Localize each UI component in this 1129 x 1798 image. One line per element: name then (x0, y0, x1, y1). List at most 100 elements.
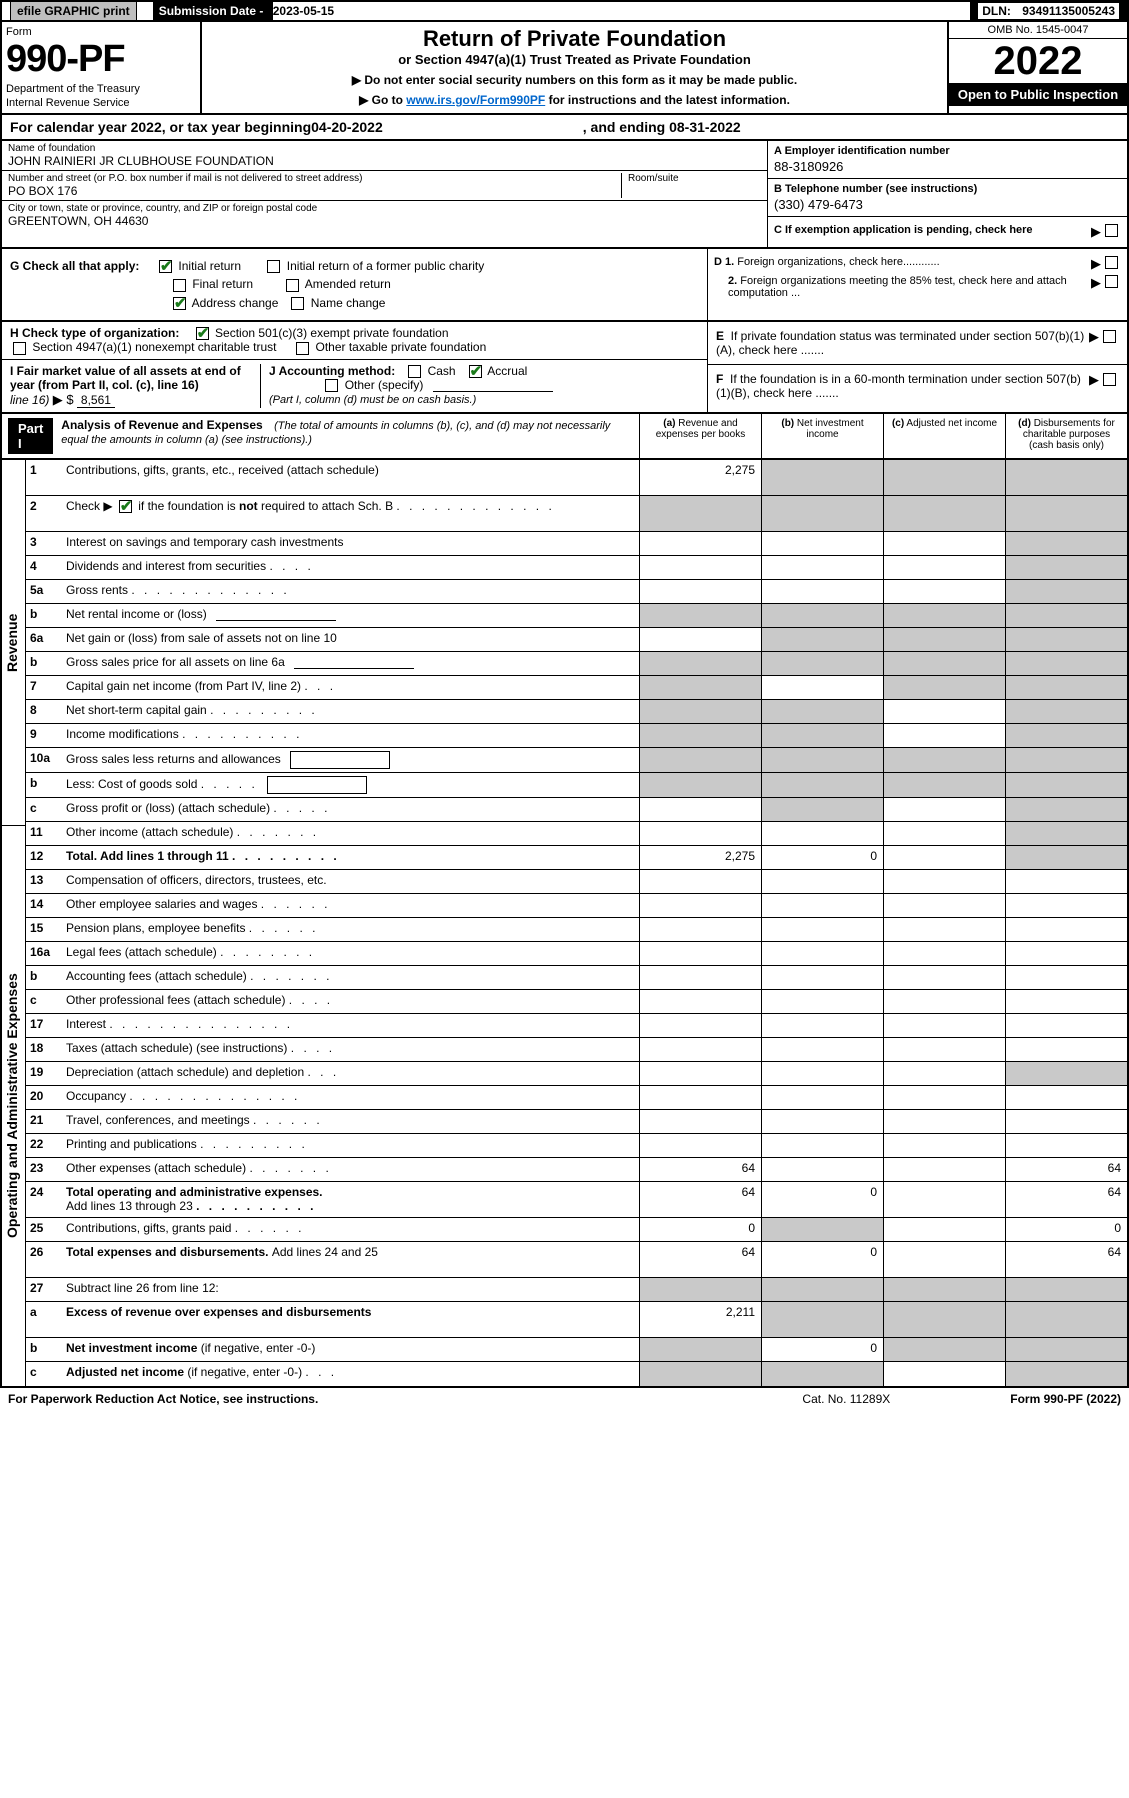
ein-label: A Employer identification number (774, 145, 1121, 157)
part1-label: Part I (8, 418, 53, 454)
line-22: 22Printing and publications . . . . . . … (26, 1134, 1127, 1158)
street-label: Number and street (or P.O. box number if… (8, 173, 621, 184)
line-3: 3Interest on savings and temporary cash … (26, 532, 1127, 556)
submission-date: 2023-05-15 (273, 4, 334, 18)
line-27b: bNet investment income (if negative, ent… (26, 1338, 1127, 1362)
line-14: 14Other employee salaries and wages . . … (26, 894, 1127, 918)
line-27: 27Subtract line 26 from line 12: (26, 1278, 1127, 1302)
line-13: 13Compensation of officers, directors, t… (26, 870, 1127, 894)
c-exemption-label: C If exemption application is pending, c… (774, 224, 1091, 236)
line-5b: bNet rental income or (loss) (26, 604, 1127, 628)
line-21: 21Travel, conferences, and meetings . . … (26, 1110, 1127, 1134)
paperwork-notice: For Paperwork Reduction Act Notice, see … (8, 1392, 318, 1406)
irs-label: Internal Revenue Service (6, 97, 196, 109)
dln-box: DLN: 93491135005243 (970, 2, 1127, 20)
line-6b: bGross sales price for all assets on lin… (26, 652, 1127, 676)
initial-return-checkbox[interactable] (159, 260, 172, 273)
hij-section: H Check type of organization: Section 50… (0, 322, 1129, 414)
line-9: 9Income modifications . . . . . . . . . … (26, 724, 1127, 748)
irs-link[interactable]: www.irs.gov/Form990PF (406, 93, 545, 107)
line-10b: bLess: Cost of goods sold . . . . . (26, 773, 1127, 798)
col-c-header: (c) Adjusted net income (883, 414, 1005, 458)
j-label: J Accounting method: (269, 364, 395, 378)
expenses-sidebar: Operating and Administrative Expenses (2, 826, 25, 1386)
form-subtitle: or Section 4947(a)(1) Trust Treated as P… (212, 52, 937, 67)
h-other-taxable-checkbox[interactable] (296, 342, 309, 355)
i-label: I Fair market value of all assets at end… (10, 364, 241, 392)
line-16b: bAccounting fees (attach schedule) . . .… (26, 966, 1127, 990)
line-10a: 10aGross sales less returns and allowanc… (26, 748, 1127, 773)
col-d-header: (d) Disbursements for charitable purpose… (1005, 414, 1127, 458)
j-other-checkbox[interactable] (325, 379, 338, 392)
form-footer-number: Form 990-PF (2022) (1010, 1392, 1121, 1406)
line-11: 11Other income (attach schedule) . . . .… (26, 822, 1127, 846)
f-label: F If the foundation is in a 60-month ter… (716, 372, 1089, 400)
line-15: 15Pension plans, employee benefits . . .… (26, 918, 1127, 942)
city-value: GREENTOWN, OH 44630 (8, 214, 761, 228)
line2-checkbox[interactable] (119, 500, 132, 513)
info-block: Name of foundation JOHN RAINIERI JR CLUB… (0, 141, 1129, 249)
calendar-year-row: For calendar year 2022, or tax year begi… (0, 115, 1129, 141)
line-19: 19Depreciation (attach schedule) and dep… (26, 1062, 1127, 1086)
instruction-2: ▶ Go to www.irs.gov/Form990PF for instru… (212, 93, 937, 107)
line-26: 26Total expenses and disbursements. Add … (26, 1242, 1127, 1278)
d2-label: 2. Foreign organizations meeting the 85%… (714, 275, 1091, 299)
h-label: H Check type of organization: (10, 326, 179, 340)
d1-checkbox[interactable] (1105, 256, 1118, 269)
form-header: Form 990-PF Department of the Treasury I… (0, 22, 1129, 115)
line-8: 8Net short-term capital gain . . . . . .… (26, 700, 1127, 724)
d1-label: D 1. Foreign organizations, check here..… (714, 256, 1091, 268)
line-16a: 16aLegal fees (attach schedule) . . . . … (26, 942, 1127, 966)
i-fair-market-value: 8,561 (77, 393, 115, 408)
omb-number: OMB No. 1545-0047 (949, 22, 1127, 39)
amended-checkbox[interactable] (286, 279, 299, 292)
line-25: 25Contributions, gifts, grants paid . . … (26, 1218, 1127, 1242)
form-title: Return of Private Foundation (212, 26, 937, 52)
final-return-checkbox[interactable] (173, 279, 186, 292)
d2-checkbox[interactable] (1105, 275, 1118, 288)
line-5a: 5aGross rents . . . . . . . . . . . . . (26, 580, 1127, 604)
col-a-header: (a) Revenue and expenses per books (639, 414, 761, 458)
j-note: (Part I, column (d) must be on cash basi… (269, 394, 476, 406)
dln-value: 93491135005243 (1018, 3, 1119, 19)
h-4947-checkbox[interactable] (13, 342, 26, 355)
line-16c: cOther professional fees (attach schedul… (26, 990, 1127, 1014)
phone-label: B Telephone number (see instructions) (774, 183, 1121, 195)
room-label: Room/suite (628, 173, 761, 184)
line-7: 7Capital gain net income (from Part IV, … (26, 676, 1127, 700)
ein-value: 88-3180926 (774, 159, 1121, 174)
c-checkbox[interactable] (1105, 224, 1118, 237)
main-table: Revenue Operating and Administrative Exp… (0, 460, 1129, 1388)
line-6a: 6aNet gain or (loss) from sale of assets… (26, 628, 1127, 652)
instruction-1: ▶ Do not enter social security numbers o… (212, 73, 937, 87)
efile-print-button[interactable]: efile GRAPHIC print (10, 1, 137, 21)
tax-year: 2022 (949, 39, 1127, 83)
city-label: City or town, state or province, country… (8, 203, 761, 214)
top-bar: efile GRAPHIC print Submission Date - 20… (0, 0, 1129, 22)
j-accrual-checkbox[interactable] (469, 365, 482, 378)
dept-treasury: Department of the Treasury (6, 83, 196, 95)
street-address: PO BOX 176 (8, 184, 621, 198)
page-footer: For Paperwork Reduction Act Notice, see … (0, 1388, 1129, 1410)
line-23: 23Other expenses (attach schedule) . . .… (26, 1158, 1127, 1182)
col-b-header: (b) Net investment income (761, 414, 883, 458)
revenue-sidebar: Revenue (2, 460, 25, 825)
name-change-checkbox[interactable] (291, 297, 304, 310)
g-label: G Check all that apply: (10, 259, 139, 273)
address-change-checkbox[interactable] (173, 297, 186, 310)
line-24: 24Total operating and administrative exp… (26, 1182, 1127, 1218)
initial-former-checkbox[interactable] (267, 260, 280, 273)
check-section: G Check all that apply: Initial return I… (0, 249, 1129, 322)
form-label: Form (6, 26, 196, 38)
f-checkbox[interactable] (1103, 373, 1116, 386)
phone-value: (330) 479-6473 (774, 197, 1121, 212)
part1-header: Part I Analysis of Revenue and Expenses … (0, 414, 1129, 460)
e-checkbox[interactable] (1103, 330, 1116, 343)
line-12: 12Total. Add lines 1 through 11 . . . . … (26, 846, 1127, 870)
line-10c: cGross profit or (loss) (attach schedule… (26, 798, 1127, 822)
j-cash-checkbox[interactable] (408, 365, 421, 378)
foundation-name: JOHN RAINIERI JR CLUBHOUSE FOUNDATION (8, 154, 761, 168)
name-label: Name of foundation (8, 143, 761, 154)
h-501c3-checkbox[interactable] (196, 327, 209, 340)
line-20: 20Occupancy . . . . . . . . . . . . . . (26, 1086, 1127, 1110)
